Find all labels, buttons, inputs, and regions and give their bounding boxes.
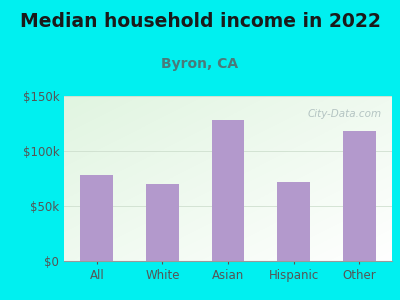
Bar bbox=[80, 175, 113, 261]
Text: Byron, CA: Byron, CA bbox=[162, 57, 238, 71]
Bar bbox=[277, 182, 310, 261]
Text: City-Data.com: City-Data.com bbox=[308, 109, 382, 119]
Bar bbox=[146, 184, 179, 261]
Bar bbox=[343, 131, 376, 261]
Bar bbox=[212, 120, 244, 261]
Text: Median household income in 2022: Median household income in 2022 bbox=[20, 12, 380, 31]
